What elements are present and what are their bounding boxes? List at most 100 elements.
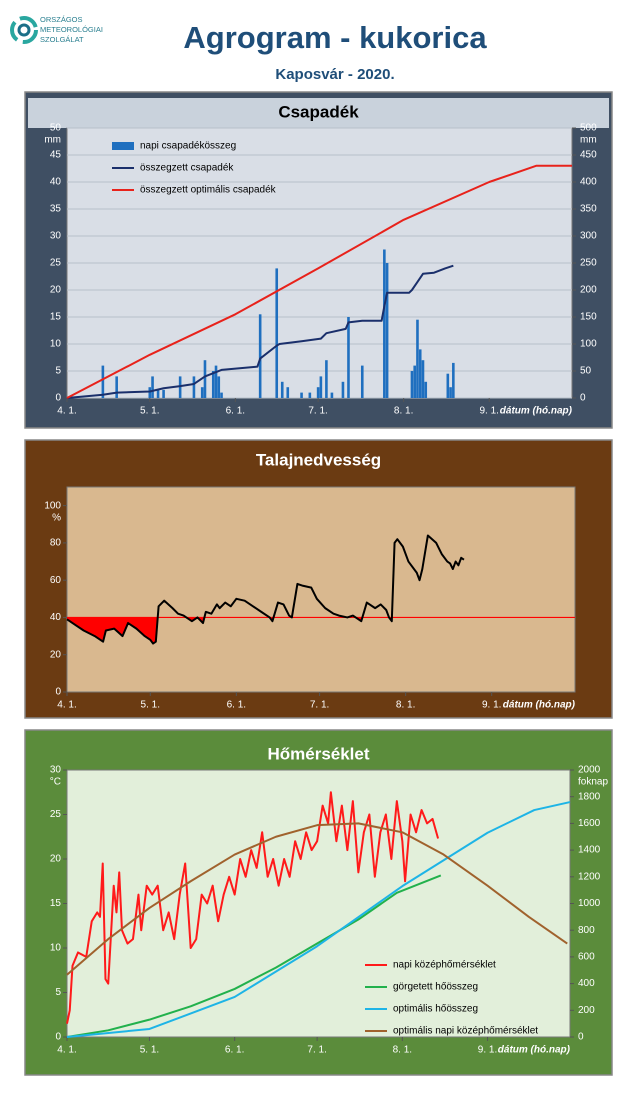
bar: [385, 263, 389, 398]
y-tick-label: 35: [50, 204, 62, 215]
x-tick-label: 5. 1.: [140, 406, 159, 417]
plot-area: [66, 486, 576, 693]
y-tick-label: 100: [44, 500, 61, 511]
bar: [330, 392, 334, 398]
bar: [347, 317, 350, 398]
y2-tick-label: 600: [578, 952, 595, 963]
legend-label: görgetett hőösszeg: [393, 982, 478, 993]
deficit-area: [67, 617, 464, 644]
x-tick-label: 6. 1.: [225, 1045, 244, 1056]
legend-swatch: [112, 142, 134, 150]
y-tick-label: 5: [55, 987, 61, 998]
y2-tick-label: 250: [580, 258, 597, 269]
x-axis-label: dátum (hó.nap): [498, 1045, 571, 1056]
bar: [308, 392, 312, 398]
y-unit: %: [52, 512, 61, 523]
bar: [413, 365, 417, 398]
y2-tick-label: 1200: [578, 871, 601, 882]
bar: [101, 365, 105, 398]
y-tick-label: 20: [50, 649, 62, 660]
logo-icon: [17, 23, 31, 37]
y2-tick-label: 200: [578, 1005, 595, 1016]
bar: [217, 376, 221, 398]
y-tick-label: 5: [55, 366, 61, 377]
bar: [148, 387, 152, 398]
y-tick-label: 25: [50, 258, 62, 269]
bar: [325, 360, 328, 398]
bar: [192, 376, 196, 398]
bar: [275, 268, 279, 398]
y2-tick-label: 800: [578, 925, 595, 936]
line: [66, 874, 442, 1038]
y2-tick-label: 1000: [578, 898, 601, 909]
bar: [200, 387, 204, 398]
logo: ORSZÁGOS METEOROLÓGIAI SZOLGÁLAT: [10, 15, 103, 44]
bar: [316, 387, 320, 398]
x-tick-label: 9. 1.: [479, 406, 498, 417]
x-tick-label: 5. 1.: [140, 1045, 159, 1056]
y-tick-label: 20: [50, 854, 62, 865]
bar: [449, 387, 452, 398]
bar: [214, 365, 218, 398]
line: [66, 801, 571, 1038]
logo-icon: [10, 16, 38, 44]
x-tick-label: 9. 1.: [478, 1045, 497, 1056]
bar: [416, 319, 419, 398]
y2-tick-label: 150: [580, 312, 597, 323]
y-tick-label: 40: [50, 177, 62, 188]
y2-tick-label: 200: [580, 285, 597, 296]
y2-tick-label: 500: [580, 123, 597, 134]
legend-label: napi középhőmérséklet: [393, 960, 496, 971]
legend-label: optimális hőösszeg: [393, 1004, 478, 1015]
x-tick-label: 9. 1.: [482, 700, 501, 711]
legend-label: optimális napi középhőmérséklet: [393, 1026, 538, 1037]
y2-tick-label: 0: [578, 1032, 584, 1043]
bar: [421, 360, 425, 398]
y-tick-label: 45: [50, 150, 62, 161]
x-tick-label: 7. 1.: [310, 700, 329, 711]
page-subtitle: Kaposvár - 2020.: [275, 66, 394, 83]
x-axis-label: dátum (hó.nap): [503, 700, 576, 711]
page-title: Agrogram - kukorica: [183, 20, 487, 55]
x-axis-label: dátum (hó.nap): [500, 406, 573, 417]
y-tick-label: 80: [50, 538, 62, 549]
y2-tick-label: 400: [578, 978, 595, 989]
x-tick-label: 7. 1.: [307, 1045, 326, 1056]
x-tick-label: 4. 1.: [57, 406, 76, 417]
bar: [151, 376, 154, 398]
y-tick-label: 0: [55, 393, 61, 404]
y-tick-label: 40: [50, 612, 62, 623]
logo-text: SZOLGÁLAT: [40, 35, 84, 44]
y2-tick-label: 350: [580, 204, 597, 215]
logo-text: METEOROLÓGIAI: [40, 25, 103, 34]
line: [66, 822, 568, 976]
y2-tick-label: 50: [580, 366, 592, 377]
bar: [319, 376, 323, 398]
x-tick-label: 6. 1.: [226, 406, 245, 417]
y-tick-label: 30: [50, 231, 62, 242]
y-tick-label: 15: [50, 312, 62, 323]
y2-tick-label: 300: [580, 231, 597, 242]
y2-tick-label: 2000: [578, 765, 601, 776]
legend-label: összegzett csapadék: [140, 163, 234, 174]
bar: [410, 371, 414, 398]
bar: [178, 376, 182, 398]
x-tick-label: 4. 1.: [57, 1045, 76, 1056]
x-tick-label: 7. 1.: [308, 406, 327, 417]
y-tick-label: 25: [50, 809, 62, 820]
x-tick-label: 6. 1.: [227, 700, 246, 711]
bar: [360, 365, 364, 398]
y-tick-label: 10: [50, 339, 62, 350]
y-tick-label: 10: [50, 943, 62, 954]
bar: [203, 360, 207, 398]
bar: [211, 371, 215, 398]
line: [66, 791, 440, 1024]
y2-tick-label: 450: [580, 150, 597, 161]
y-tick-label: 50: [50, 123, 62, 134]
y2-unit: foknap: [578, 777, 608, 788]
chart-title: Talajnedvesség: [256, 450, 381, 469]
y-tick-label: 30: [50, 765, 62, 776]
y-unit: °C: [50, 777, 61, 788]
bar: [156, 389, 160, 398]
